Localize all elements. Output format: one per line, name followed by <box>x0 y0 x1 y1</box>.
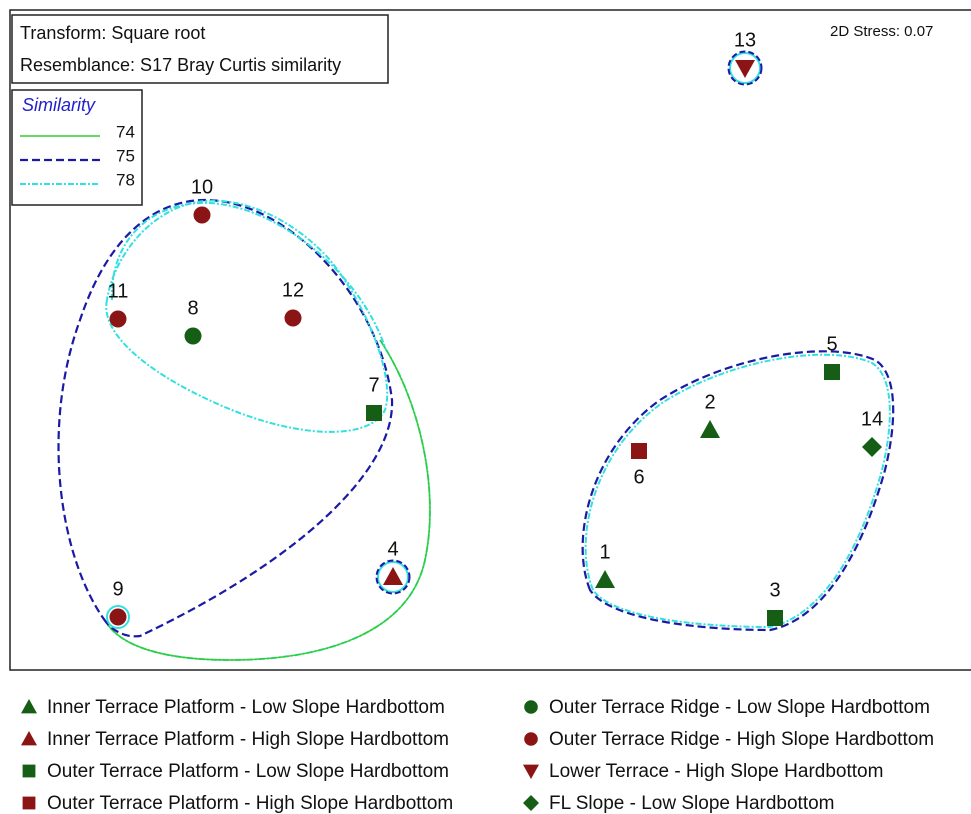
point-label: 5 <box>826 333 837 355</box>
similarity-contour <box>729 52 761 84</box>
point <box>631 443 647 459</box>
point-label: 10 <box>191 176 213 198</box>
legend-marker <box>524 732 538 746</box>
similarity-contour <box>727 50 763 86</box>
similarity-contour <box>584 353 891 629</box>
legend-label: Inner Terrace Platform - High Slope Hard… <box>47 729 449 750</box>
legend-marker <box>523 764 539 779</box>
legend-label: Outer Terrace Platform - Low Slope Hardb… <box>47 761 449 782</box>
similarity-contour <box>105 339 431 661</box>
legend-marker <box>21 699 37 714</box>
legend-label: Outer Terrace Ridge - High Slope Hardbot… <box>549 729 934 750</box>
point-label: 12 <box>282 279 304 301</box>
legend-label: Outer Terrace Ridge - Low Slope Hardbott… <box>549 697 930 718</box>
point <box>109 608 127 626</box>
stress-text: 2D Stress: 0.07 <box>830 23 933 40</box>
similarity-label: 75 <box>116 146 135 165</box>
similarity-contour <box>106 605 130 629</box>
point-label: 7 <box>368 374 379 396</box>
point-label: 11 <box>108 280 129 302</box>
similarity-contour <box>581 350 895 632</box>
point-label: 3 <box>769 579 780 601</box>
point <box>824 364 840 380</box>
point-label: 8 <box>187 297 198 319</box>
point <box>193 206 211 224</box>
point <box>595 570 615 588</box>
point <box>700 420 720 438</box>
similarity-contour <box>105 339 431 662</box>
legend-label: FL Slope - Low Slope Hardbottom <box>549 793 835 814</box>
plot-frame <box>9 9 971 671</box>
similarity-contour <box>57 198 394 638</box>
point <box>383 567 403 585</box>
legend-marker <box>524 700 538 714</box>
transform-text: Transform: Square root <box>20 23 205 43</box>
point-label: 1 <box>599 541 610 563</box>
point-label: 4 <box>387 538 398 560</box>
point <box>735 60 755 78</box>
point-label: 2 <box>704 391 715 413</box>
info-box <box>11 14 389 84</box>
similarity-title: Similarity <box>22 95 96 115</box>
legend-label: Lower Terrace - High Slope Hardbottom <box>549 761 883 782</box>
point <box>284 309 302 327</box>
legend-marker <box>523 795 539 811</box>
legend-marker <box>21 731 37 746</box>
point <box>862 437 882 457</box>
resemblance-text: Resemblance: S17 Bray Curtis similarity <box>20 55 341 75</box>
point <box>184 327 202 345</box>
point-label: 6 <box>633 466 644 488</box>
similarity-legend <box>11 89 143 206</box>
similarity-contour <box>105 199 389 433</box>
legend-label: Inner Terrace Platform - Low Slope Hardb… <box>47 697 445 718</box>
similarity-contour <box>377 561 409 593</box>
similarity-label: 78 <box>116 170 135 189</box>
similarity-contour <box>375 559 411 595</box>
similarity-label: 74 <box>116 122 135 141</box>
point-label: 14 <box>861 408 883 430</box>
point-label: 9 <box>112 578 123 600</box>
point <box>109 310 127 328</box>
point-label: 13 <box>734 29 756 51</box>
legend-label: Outer Terrace Platform - High Slope Hard… <box>47 793 453 814</box>
point <box>366 405 382 421</box>
legend-marker <box>22 764 36 778</box>
point <box>767 610 783 626</box>
similarity-contour <box>110 201 387 351</box>
legend-marker <box>22 796 36 810</box>
